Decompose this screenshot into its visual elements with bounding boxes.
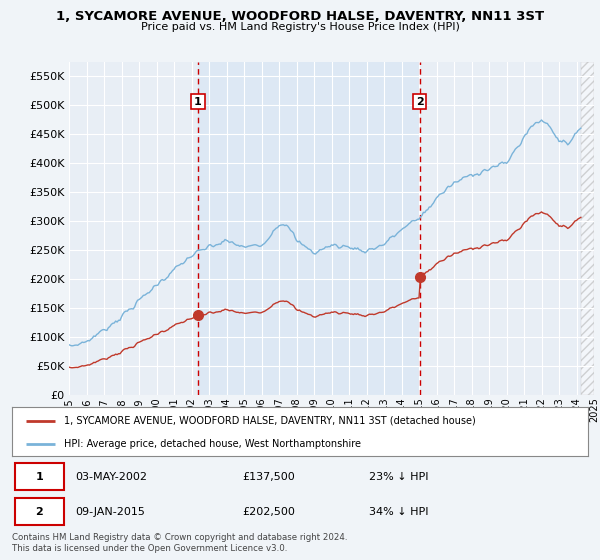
Text: 09-JAN-2015: 09-JAN-2015	[76, 507, 145, 517]
Text: 34% ↓ HPI: 34% ↓ HPI	[369, 507, 428, 517]
Text: £202,500: £202,500	[242, 507, 295, 517]
FancyBboxPatch shape	[15, 498, 64, 525]
Text: 1, SYCAMORE AVENUE, WOODFORD HALSE, DAVENTRY, NN11 3ST (detached house): 1, SYCAMORE AVENUE, WOODFORD HALSE, DAVE…	[64, 416, 476, 426]
Text: 1, SYCAMORE AVENUE, WOODFORD HALSE, DAVENTRY, NN11 3ST: 1, SYCAMORE AVENUE, WOODFORD HALSE, DAVE…	[56, 10, 544, 23]
FancyBboxPatch shape	[15, 464, 64, 490]
Bar	[198, 62, 419, 395]
Text: 23% ↓ HPI: 23% ↓ HPI	[369, 472, 428, 482]
Text: £137,500: £137,500	[242, 472, 295, 482]
Bar	[581, 62, 594, 395]
Text: 1: 1	[35, 472, 43, 482]
Text: 2: 2	[416, 96, 424, 106]
Text: Contains HM Land Registry data © Crown copyright and database right 2024.
This d: Contains HM Land Registry data © Crown c…	[12, 533, 347, 553]
Text: 1: 1	[194, 96, 202, 106]
Text: 03-MAY-2002: 03-MAY-2002	[76, 472, 148, 482]
Text: HPI: Average price, detached house, West Northamptonshire: HPI: Average price, detached house, West…	[64, 439, 361, 449]
Text: Price paid vs. HM Land Registry's House Price Index (HPI): Price paid vs. HM Land Registry's House …	[140, 22, 460, 32]
Text: 2: 2	[35, 507, 43, 517]
